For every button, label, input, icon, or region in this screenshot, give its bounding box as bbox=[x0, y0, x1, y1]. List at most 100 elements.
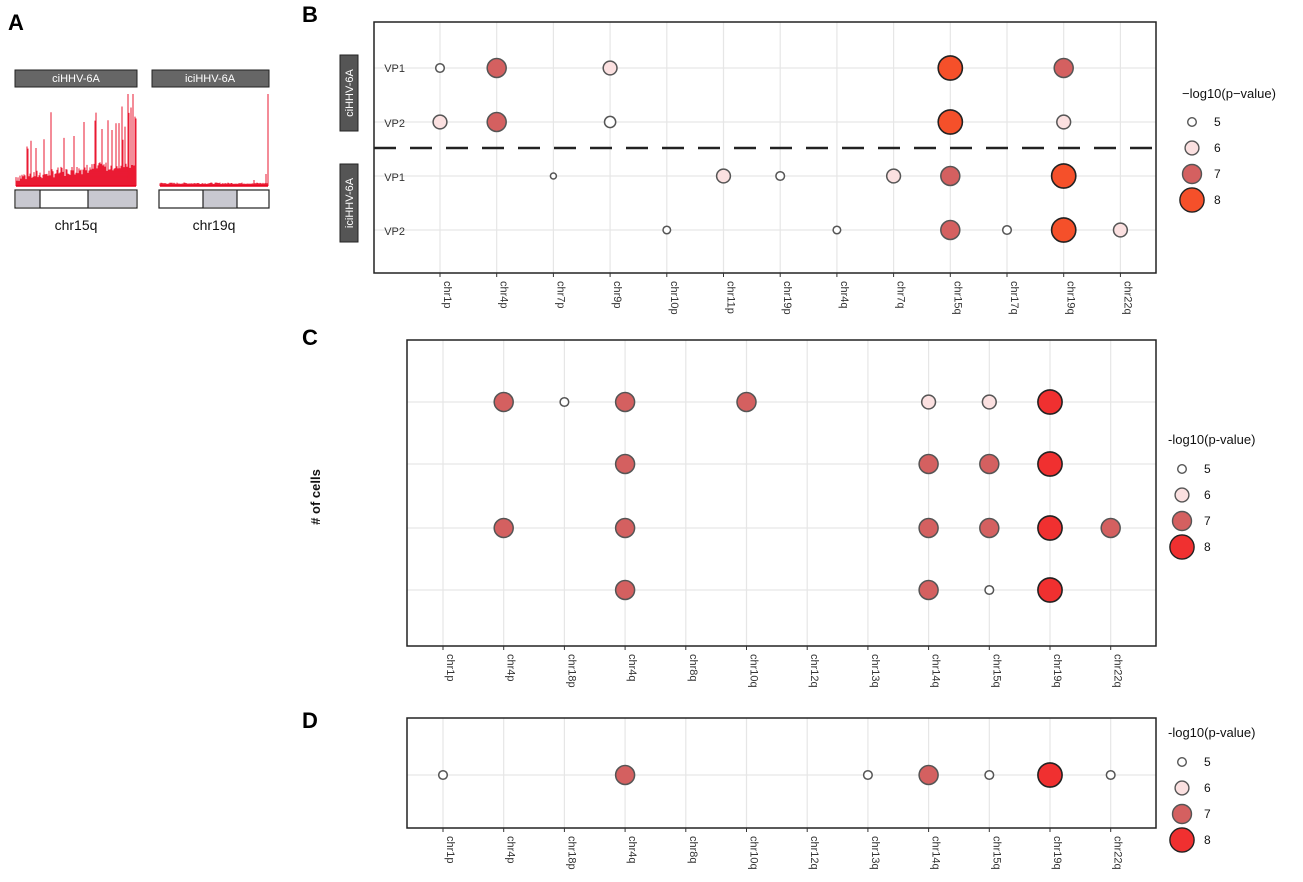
panel-b-points bbox=[432, 55, 1129, 243]
x-tick-label-chr4q: chr4q bbox=[838, 281, 850, 309]
x-tick-label-chr14q: chr14q bbox=[930, 654, 942, 688]
legend-key-8 bbox=[1179, 187, 1205, 213]
x-tick-label-chr22q: chr22q bbox=[1112, 654, 1124, 688]
x-tick-label-chr4q: chr4q bbox=[626, 836, 638, 864]
track-label-icihhv6a: iciHHV-6A bbox=[185, 73, 236, 85]
y-tick-label: VP2 bbox=[384, 118, 405, 130]
point-chr19q bbox=[1037, 515, 1063, 541]
point-chr7p bbox=[549, 172, 558, 180]
point-chr17q bbox=[1001, 224, 1013, 236]
point-chr15q bbox=[979, 453, 1000, 475]
point-chr14q bbox=[918, 579, 939, 601]
point-chr22q bbox=[1112, 222, 1129, 238]
x-tick-label-chr8q: chr8q bbox=[687, 654, 699, 682]
x-tick-label-chr7p: chr7p bbox=[554, 281, 566, 309]
panel-b-x-ticks: chr1p chr4p chr7p chr9p chr10p chr11p chr19p ch… bbox=[439, 273, 1133, 315]
x-tick-label-chr10q: chr10q bbox=[748, 836, 760, 870]
legend-key-5 bbox=[1186, 116, 1197, 127]
point-chr11p bbox=[715, 168, 732, 184]
panel-d: chr1p chr4p chr18p chr4q chr8q chr10q chr12q ch… bbox=[406, 717, 1255, 870]
x-tick-label-chr1p: chr1p bbox=[444, 836, 456, 864]
legend-key-5 bbox=[1176, 757, 1187, 768]
panel-c-x-ticks: chr1p chr4p chr18p chr4q chr8q chr10q chr12q ch… bbox=[442, 646, 1124, 688]
panel-c-letter: C bbox=[302, 325, 318, 350]
x-tick-label-chr4p: chr4p bbox=[498, 281, 510, 309]
legend-label-5: 5 bbox=[1214, 115, 1221, 129]
panel-b: ciHHV-6A iciHHV-6A VP1 VP2 VP1 VP2 chr1p… bbox=[339, 21, 1276, 315]
panel-c-points bbox=[493, 389, 1121, 603]
point-chr14q bbox=[918, 764, 939, 786]
x-tick-label-chr19p: chr19p bbox=[781, 281, 793, 315]
facet-label-icihhv6a: iciHHV-6A bbox=[344, 177, 356, 228]
x-tick-label-chr11p: chr11p bbox=[725, 281, 737, 314]
legend-label-7: 7 bbox=[1204, 807, 1211, 821]
panel-c-legend: -log10(p-value) 5 6 7 8 bbox=[1168, 432, 1255, 560]
legend-key-6 bbox=[1174, 487, 1190, 503]
point-chr10q bbox=[736, 391, 757, 413]
legend-key-8 bbox=[1169, 827, 1195, 853]
ideogram-band bbox=[203, 191, 237, 207]
point-chr19q bbox=[1037, 762, 1063, 788]
legend-label-8: 8 bbox=[1214, 193, 1221, 207]
facet-strip-icihhv6a bbox=[339, 163, 359, 243]
x-tick-label-chr18p: chr18p bbox=[565, 654, 577, 688]
x-tick-label-chr15q: chr15q bbox=[951, 281, 963, 315]
point-chr15q bbox=[940, 165, 961, 187]
point-chr4p bbox=[486, 111, 507, 133]
point-chr13q bbox=[862, 769, 873, 781]
panel-c-frame bbox=[406, 339, 1157, 647]
legend-title: -log10(p-value) bbox=[1168, 725, 1255, 740]
x-tick-label-chr17q: chr17q bbox=[1008, 281, 1020, 315]
chromosome-label-chr19q: chr19q bbox=[193, 217, 236, 233]
panel-d-letter: D bbox=[302, 708, 318, 733]
panel-b-legend: −log10(p−value) 5 6 7 8 bbox=[1179, 86, 1276, 213]
x-tick-label-chr4p: chr4p bbox=[505, 654, 517, 682]
point-chr15q bbox=[979, 517, 1000, 539]
legend-key-7 bbox=[1171, 510, 1193, 532]
legend-label-8: 8 bbox=[1204, 833, 1211, 847]
legend-key-6 bbox=[1174, 780, 1190, 796]
x-tick-label-chr1p: chr1p bbox=[444, 654, 456, 682]
signal-track-chr19q bbox=[159, 94, 269, 187]
x-tick-label-chr10p: chr10p bbox=[668, 281, 680, 315]
point-chr19p bbox=[775, 170, 786, 182]
signal-track-chr15q bbox=[15, 94, 137, 187]
point-chr15q bbox=[984, 584, 995, 596]
ideogram-band bbox=[16, 191, 40, 207]
point-chr19q bbox=[1056, 114, 1072, 130]
point-chr9p bbox=[602, 60, 618, 76]
legend-key-8 bbox=[1169, 534, 1195, 560]
point-chr15q bbox=[937, 55, 964, 81]
point-chr19q bbox=[1037, 577, 1063, 603]
legend-label-5: 5 bbox=[1204, 755, 1211, 769]
legend-key-7 bbox=[1181, 163, 1203, 185]
track-label-box bbox=[151, 69, 270, 88]
y-tick-label: VP1 bbox=[384, 172, 405, 184]
x-tick-label-chr22q: chr22q bbox=[1121, 281, 1133, 315]
facet-strip-cihhv6a bbox=[339, 54, 359, 132]
point-chr22q bbox=[1105, 769, 1116, 781]
x-tick-label-chr1p: chr1p bbox=[441, 281, 453, 309]
x-tick-label-chr19q: chr19q bbox=[1065, 281, 1077, 315]
panel-d-frame bbox=[406, 717, 1157, 829]
point-chr14q bbox=[918, 453, 939, 475]
point-chr14q bbox=[920, 394, 937, 410]
point-chr22q bbox=[1100, 517, 1121, 539]
point-chr9p bbox=[603, 115, 617, 129]
x-tick-label-chr13q: chr13q bbox=[869, 836, 881, 870]
point-chr4p bbox=[493, 517, 514, 539]
y-axis-title: # of cells bbox=[308, 469, 323, 525]
facet-label-cihhv6a: ciHHV-6A bbox=[344, 69, 356, 117]
y-tick-label: VP1 bbox=[384, 63, 405, 75]
x-tick-label-chr15q: chr15q bbox=[990, 654, 1002, 688]
x-tick-label-chr15q: chr15q bbox=[990, 836, 1002, 870]
point-chr19q bbox=[1050, 163, 1077, 189]
point-chr1p bbox=[434, 62, 446, 74]
point-chr19q bbox=[1037, 389, 1063, 415]
y-tick-label: VP2 bbox=[384, 226, 405, 238]
ideogram-band bbox=[88, 191, 136, 207]
track-label-cihhv6a: ciHHV-6A bbox=[52, 73, 100, 85]
point-chr4q bbox=[832, 225, 842, 235]
point-chr15q bbox=[937, 109, 964, 135]
panel-a: ciHHV-6A chr15q iciHHV-6A chr19q bbox=[14, 69, 270, 233]
